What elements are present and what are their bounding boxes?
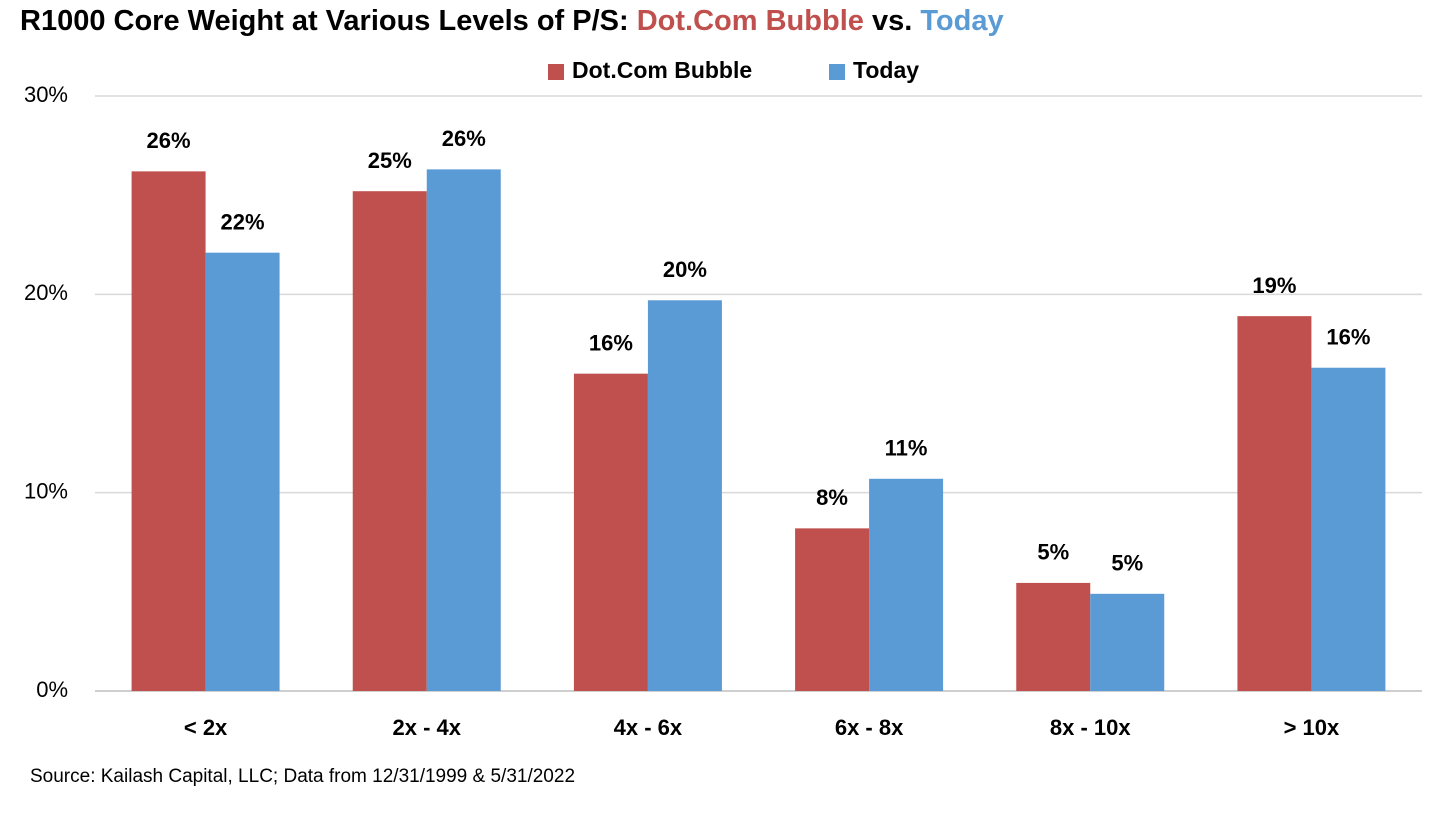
x-tick-label: 4x - 6x [614, 715, 683, 740]
bar [205, 252, 280, 691]
title-main: R1000 Core Weight at Various Levels of P… [20, 5, 629, 37]
x-tick-label: 6x - 8x [835, 715, 904, 740]
value-label: 19% [1252, 273, 1296, 298]
bar [1090, 593, 1165, 691]
value-label: 22% [221, 209, 265, 234]
bar [1237, 316, 1312, 691]
legend-label: Today [853, 57, 919, 83]
bar [131, 171, 206, 691]
bar [426, 169, 501, 692]
value-label: 16% [589, 330, 633, 355]
x-tick-label: < 2x [184, 715, 228, 740]
x-tick-label: > 10x [1284, 715, 1340, 740]
legend-swatch [548, 64, 564, 80]
value-label: 11% [885, 436, 928, 461]
title-joiner: vs. [872, 5, 912, 37]
y-tick-label: 10% [24, 478, 68, 503]
value-label: 26% [442, 126, 486, 151]
value-label: 16% [1326, 325, 1370, 350]
value-label: 20% [663, 257, 707, 282]
bar [352, 191, 427, 691]
legend-swatch [829, 64, 845, 80]
y-tick-label: 20% [24, 280, 68, 305]
value-label: 5% [1037, 540, 1069, 565]
chart-title: R1000 Core Weight at Various Levels of P… [20, 5, 1004, 37]
bar [1016, 582, 1091, 691]
title-series-2: Today [920, 5, 1003, 37]
y-tick-label: 0% [36, 677, 68, 702]
source-note: Source: Kailash Capital, LLC; Data from … [30, 766, 575, 787]
legend-label: Dot.Com Bubble [572, 57, 752, 83]
value-label: 8% [816, 485, 848, 510]
value-label: 26% [147, 128, 191, 153]
x-tick-label: 2x - 4x [393, 715, 462, 740]
x-tick-label: 8x - 10x [1050, 715, 1131, 740]
value-label: 25% [368, 148, 412, 173]
bar [1311, 367, 1386, 691]
bar [647, 300, 722, 691]
bar [573, 373, 648, 691]
value-label: 5% [1111, 551, 1143, 576]
bar [869, 478, 944, 691]
title-series-1: Dot.Com Bubble [637, 5, 864, 37]
bar [795, 528, 870, 691]
y-tick-label: 30% [24, 82, 68, 107]
